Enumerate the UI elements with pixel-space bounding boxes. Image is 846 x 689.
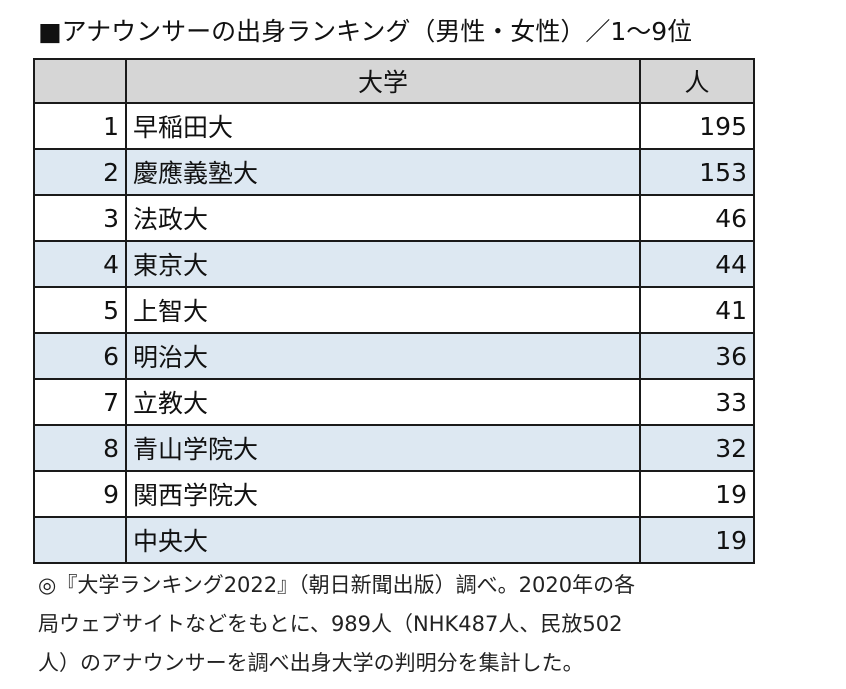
table-row: 1 早稲田大 195 [33, 102, 755, 150]
count-cell: 153 [639, 148, 755, 196]
table-header-row: 大学 人 [33, 58, 755, 104]
table-row: 7 立教大 33 [33, 378, 755, 426]
count-cell: 44 [639, 240, 755, 288]
count-cell: 36 [639, 332, 755, 380]
header-count: 人 [639, 58, 755, 104]
university-cell: 立教大 [125, 378, 641, 426]
count-cell: 41 [639, 286, 755, 334]
university-cell: 関西学院大 [125, 470, 641, 518]
header-rank [33, 58, 127, 104]
table-row: 9 関西学院大 19 [33, 470, 755, 518]
university-cell: 法政大 [125, 194, 641, 242]
university-cell: 慶應義塾大 [125, 148, 641, 196]
university-cell: 東京大 [125, 240, 641, 288]
note-line: ◎『大学ランキング2022』（朝日新聞出版）調べ。2020年の各 [38, 573, 636, 597]
count-cell: 19 [639, 516, 755, 564]
rank-cell: 6 [33, 332, 127, 380]
count-cell: 46 [639, 194, 755, 242]
count-cell: 33 [639, 378, 755, 426]
rank-cell: 8 [33, 424, 127, 472]
rank-cell: 9 [33, 470, 127, 518]
university-cell: 中央大 [125, 516, 641, 564]
university-cell: 早稲田大 [125, 102, 641, 150]
table-row: 中央大 19 [33, 516, 755, 564]
rank-cell: 3 [33, 194, 127, 242]
rank-cell: 7 [33, 378, 127, 426]
rank-cell: 2 [33, 148, 127, 196]
source-note: ◎『大学ランキング2022』（朝日新聞出版）調べ。2020年の各 局ウェブサイト… [38, 566, 828, 683]
page-title: ■アナウンサーの出身ランキング（男性・女性）／1〜9位 [38, 17, 693, 46]
university-cell: 上智大 [125, 286, 641, 334]
table-row: 5 上智大 41 [33, 286, 755, 334]
rank-cell: 5 [33, 286, 127, 334]
header-university: 大学 [125, 58, 641, 104]
rank-cell: 1 [33, 102, 127, 150]
table-row: 4 東京大 44 [33, 240, 755, 288]
note-line: 局ウェブサイトなどをもとに、989人（NHK487人、民放502 [38, 612, 623, 636]
table-row: 8 青山学院大 32 [33, 424, 755, 472]
count-cell: 195 [639, 102, 755, 150]
table-row: 6 明治大 36 [33, 332, 755, 380]
university-cell: 青山学院大 [125, 424, 641, 472]
university-cell: 明治大 [125, 332, 641, 380]
count-cell: 32 [639, 424, 755, 472]
table-row: 3 法政大 46 [33, 194, 755, 242]
note-line: 人）のアナウンサーを調べ出身大学の判明分を集計した。 [38, 651, 584, 675]
rank-cell [33, 516, 127, 564]
table-row: 2 慶應義塾大 153 [33, 148, 755, 196]
ranking-table: 大学 人 1 早稲田大 195 2 慶應義塾大 153 3 法政大 46 4 東… [33, 58, 755, 564]
count-cell: 19 [639, 470, 755, 518]
rank-cell: 4 [33, 240, 127, 288]
